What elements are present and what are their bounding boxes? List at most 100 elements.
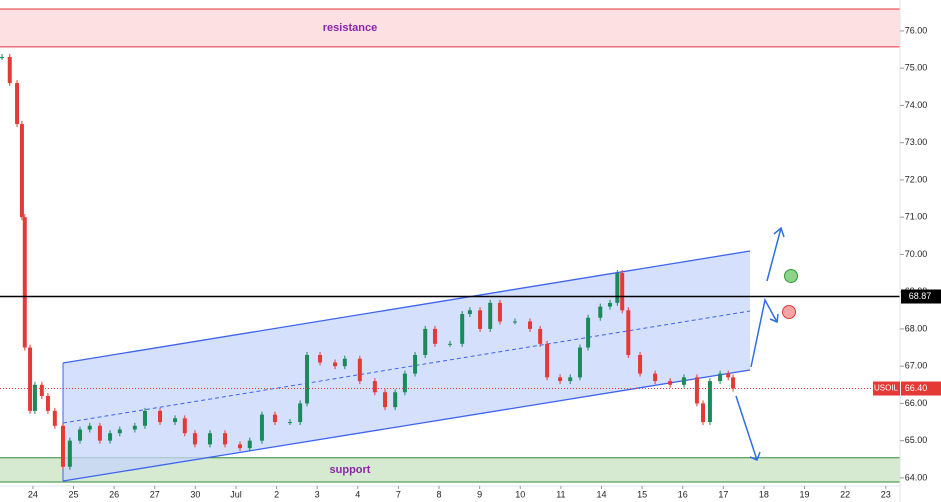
candle-body: [182, 418, 187, 434]
candle-body: [577, 347, 582, 378]
target-circle: [784, 269, 798, 283]
candle-body: [731, 377, 736, 389]
candle-body: [173, 418, 178, 423]
candle-body: [22, 217, 27, 348]
arrow-zigzag: [750, 297, 779, 368]
x-tick-label: 3: [315, 489, 320, 499]
x-tick-label: 27: [150, 489, 160, 499]
x-tick-label: 11: [556, 489, 565, 499]
stop-circle: [782, 305, 796, 319]
y-tick-label: 76.00: [905, 25, 928, 35]
x-tick-label: 30: [190, 489, 200, 499]
arrows: [735, 226, 785, 461]
candle-body: [39, 384, 44, 396]
channel-fill: [63, 251, 750, 481]
y-tick-label: 67.00: [905, 361, 928, 371]
level-tag: [901, 289, 941, 304]
candle-body: [413, 354, 418, 374]
candle-body: [259, 414, 264, 441]
candle-body: [638, 354, 643, 374]
y-tick-label: 68.00: [905, 323, 928, 333]
support-label: support: [330, 464, 371, 476]
candle-body: [45, 395, 50, 411]
candle-body: [342, 358, 347, 367]
candle-body: [615, 273, 620, 303]
candle-body: [460, 314, 465, 344]
x-tick-label: 26: [109, 489, 119, 499]
candle-body: [478, 310, 483, 329]
x-tick-label: 4: [355, 489, 360, 499]
x-tick-label: 14: [596, 489, 606, 499]
price-label: 66.40: [905, 383, 928, 393]
x-tick-label: 18: [759, 489, 769, 499]
candle-body: [247, 440, 252, 449]
arrow-up: [766, 226, 785, 282]
x-tick-label: 10: [515, 489, 525, 499]
candle-body: [207, 433, 212, 445]
y-tick-label: 72.00: [905, 174, 928, 184]
channel-bottom: [62, 369, 751, 482]
candle-body: [718, 373, 723, 382]
channel-top: [62, 250, 751, 364]
candle-body: [598, 306, 603, 318]
candle-body: [67, 440, 72, 467]
candle-body: [558, 377, 563, 382]
candle-body: [108, 433, 113, 441]
candle-body: [28, 347, 33, 411]
candle-body: [545, 343, 550, 378]
candle-body: [372, 381, 377, 393]
candle-body: [15, 83, 20, 125]
candle-body: [538, 328, 543, 344]
x-tick-label: 8: [437, 489, 442, 499]
candle-body: [298, 403, 303, 423]
y-tick-label: 70.00: [905, 249, 928, 259]
candle-body: [305, 354, 310, 404]
candle-body: [528, 321, 533, 329]
candle-body: [707, 381, 712, 423]
candle-body: [287, 422, 292, 424]
candle-body: [497, 302, 502, 322]
candle-body: [393, 392, 398, 408]
y-tick-label: 73.00: [905, 137, 928, 147]
candle-body: [223, 433, 227, 445]
candle-body: [626, 310, 631, 355]
candle-body: [512, 321, 517, 323]
candle-body: [586, 317, 591, 348]
candle-body: [52, 410, 57, 426]
candle-body: [238, 444, 243, 449]
candle-body: [568, 377, 573, 382]
candle-body: [192, 433, 197, 445]
candle-body: [467, 310, 472, 315]
candle-body: [357, 358, 362, 382]
candle-body: [423, 328, 428, 355]
candle-body: [19, 124, 24, 218]
candle-body: [488, 302, 493, 329]
resistance-label: resistance: [323, 22, 377, 34]
zones: resistance support: [0, 8, 900, 483]
candle-body: [383, 392, 388, 408]
resistance-zone: [0, 8, 900, 47]
candle-body: [158, 410, 163, 423]
candle-body: [681, 377, 686, 385]
symbol-label: USOIL: [874, 384, 899, 393]
candle-body: [0, 56, 5, 58]
candle-body: [402, 373, 407, 393]
candle-body: [117, 429, 122, 434]
candle-body: [668, 381, 673, 385]
x-tick-label: 17: [718, 489, 728, 499]
y-tick-label: 64.00: [905, 472, 928, 482]
candle-body: [32, 384, 37, 411]
y-tick-label: 71.00: [905, 212, 928, 222]
y-tick-label: 66.00: [905, 398, 928, 408]
y-tick-label: 75.00: [905, 63, 928, 73]
x-tick-label: 24: [28, 489, 38, 499]
candle-body: [318, 354, 323, 363]
x-tick-label: 23: [881, 489, 891, 499]
candle-body: [620, 273, 625, 311]
x-tick-label: 9: [477, 489, 482, 499]
candle-body: [653, 373, 658, 382]
candle-body: [78, 429, 83, 441]
candle-body: [7, 56, 12, 84]
candle-body: [272, 414, 277, 423]
x-tick-label: 19: [800, 489, 810, 499]
